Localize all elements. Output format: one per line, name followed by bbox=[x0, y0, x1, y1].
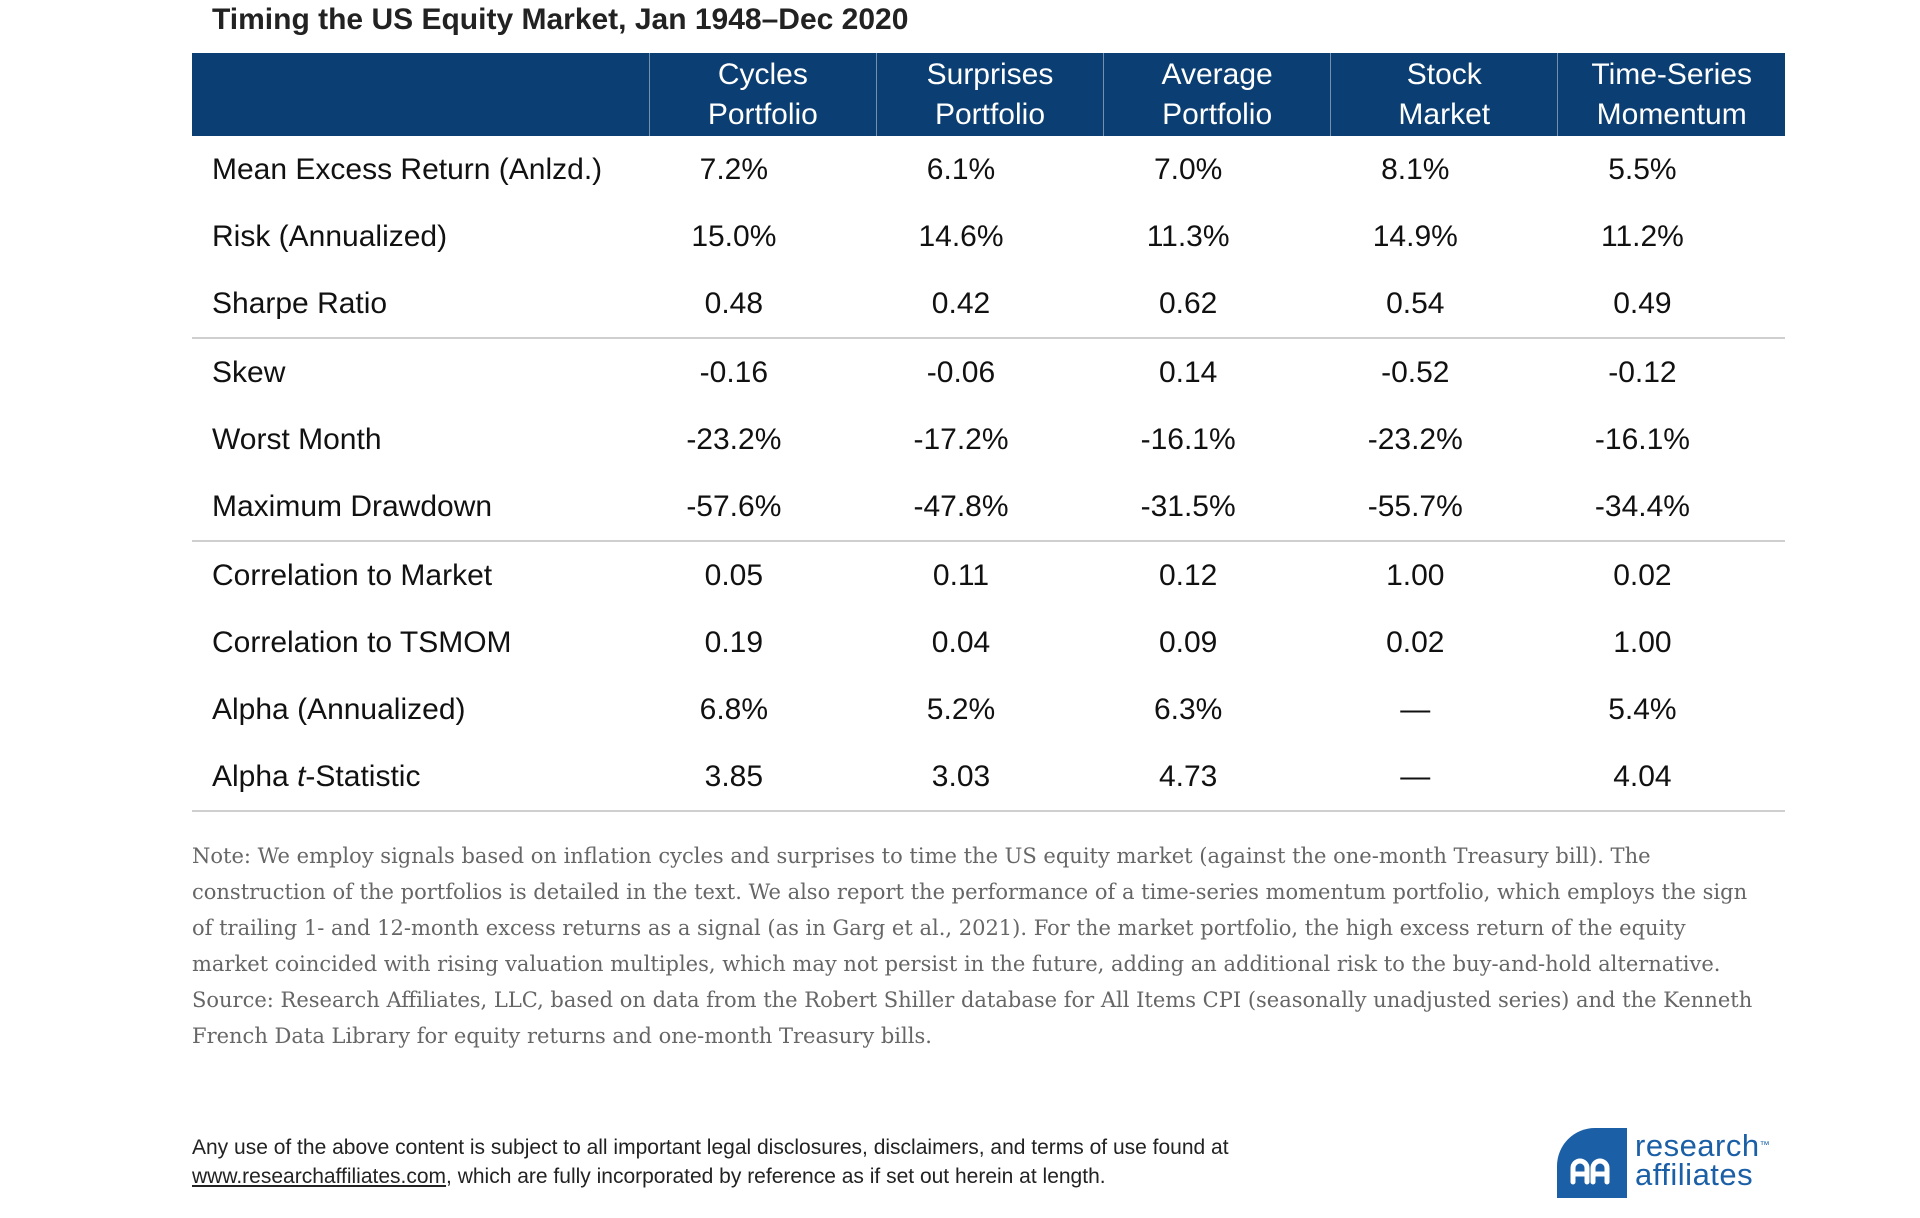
table-cell: -57.6% bbox=[649, 473, 877, 542]
table-row: Skew -0.16 -0.06 0.14 -0.52 -0.12 bbox=[192, 338, 1785, 406]
timing-results-table: Cycles Portfolio Surprises Portfolio Avera… bbox=[192, 53, 1785, 812]
column-header: Surprises Portfolio bbox=[875, 53, 1104, 136]
logo-word-research: research™ bbox=[1635, 1128, 1771, 1163]
table-header-row: Cycles Portfolio Surprises Portfolio Avera… bbox=[192, 53, 1785, 136]
table-cell: — bbox=[1330, 743, 1558, 812]
column-header: Stock Market bbox=[1330, 53, 1558, 136]
table-cell: 3.85 bbox=[649, 743, 877, 812]
table-cell: 5.2% bbox=[926, 692, 996, 726]
table-cell: 4.73 bbox=[1103, 743, 1331, 812]
disclaimer-line: Any use of the above content is subject … bbox=[192, 1136, 1229, 1159]
table-row: Correlation to Market 0.05 0.11 0.12 1.0… bbox=[192, 541, 1785, 609]
row-label: Risk (Annualized) bbox=[212, 219, 448, 253]
disclaimer-line: www.researchaffiliates.com, which are fu… bbox=[192, 1165, 1106, 1188]
table-cell: 0.11 bbox=[932, 558, 990, 592]
table-cell: -23.2% bbox=[1367, 422, 1463, 456]
table-cell: -0.06 bbox=[926, 355, 996, 389]
note-text: Note: We employ signals based on inflati… bbox=[192, 844, 1748, 976]
table-cell: 0.42 bbox=[876, 270, 1104, 339]
table-cell: 1.00 bbox=[1386, 558, 1445, 592]
logo-word-affiliates: affiliates bbox=[1635, 1157, 1754, 1192]
table-cell: 11.3% bbox=[1146, 219, 1230, 253]
table-row: Worst Month -23.2% -17.2% -16.1% -23.2% … bbox=[192, 406, 1785, 473]
table-cell: 0.14 bbox=[1158, 355, 1218, 389]
table-cell: 0.05 bbox=[704, 558, 764, 592]
row-label: Mean Excess Return (Anlzd.) bbox=[212, 152, 603, 186]
header-empty-cell bbox=[192, 53, 649, 136]
table-cell: -16.1% bbox=[1140, 422, 1236, 456]
table-cell: 0.54 bbox=[1330, 270, 1558, 339]
table-cell: 4.04 bbox=[1557, 743, 1785, 812]
table-row: Correlation to TSMOM 0.19 0.04 0.09 0.02… bbox=[192, 609, 1785, 676]
table-row: Maximum Drawdown -57.6% -47.8% -31.5% -5… bbox=[192, 473, 1785, 542]
table-cell: 0.48 bbox=[649, 270, 877, 339]
table-cell: 14.6% bbox=[918, 219, 1004, 253]
table-cell: 0.02 bbox=[1386, 625, 1445, 659]
table-cell: 11.2% bbox=[1601, 219, 1684, 253]
table-cell: 0.02 bbox=[1613, 558, 1672, 592]
table-cell: 6.3% bbox=[1153, 692, 1223, 726]
table-cell: -31.5% bbox=[1103, 473, 1331, 542]
table-cell: 8.1% bbox=[1381, 152, 1450, 186]
table-cell: 5.5% bbox=[1608, 152, 1677, 186]
table-cell: 0.04 bbox=[931, 625, 991, 659]
table-row: Sharpe Ratio 0.48 0.42 0.62 0.54 0.49 bbox=[192, 270, 1785, 339]
source-text: Source: Research Affiliates, LLC, based … bbox=[192, 988, 1753, 1048]
table-cell: — bbox=[1400, 692, 1431, 726]
table-cell: -34.4% bbox=[1557, 473, 1785, 542]
row-label: Alpha (Annualized) bbox=[212, 692, 466, 726]
table-cell: 0.62 bbox=[1103, 270, 1331, 339]
table-cell: -0.52 bbox=[1381, 355, 1450, 389]
research-affiliates-logo: research™ affiliates bbox=[1555, 1122, 1785, 1200]
table-cell: -55.7% bbox=[1330, 473, 1558, 542]
column-header: Average Portfolio bbox=[1103, 53, 1331, 136]
table-cell: 7.0% bbox=[1153, 152, 1223, 186]
logo-mark-icon bbox=[1557, 1128, 1627, 1198]
row-label: Correlation to Market bbox=[212, 558, 493, 592]
table-cell: -0.16 bbox=[699, 355, 769, 389]
table-cell: -0.12 bbox=[1608, 355, 1677, 389]
row-label: Alpha t-Statistic bbox=[192, 743, 650, 812]
table-cell: -47.8% bbox=[876, 473, 1104, 542]
table-cell: 7.2% bbox=[699, 152, 769, 186]
column-header: Time-Series Momentum bbox=[1557, 53, 1785, 136]
table-notes: Note: We employ signals based on inflati… bbox=[192, 838, 1762, 1054]
table-cell: 1.00 bbox=[1613, 625, 1672, 659]
legal-disclaimer: Any use of the above content is subject … bbox=[192, 1133, 1392, 1191]
column-header: Cycles Portfolio bbox=[648, 53, 877, 136]
website-link[interactable]: www.researchaffiliates.com bbox=[192, 1165, 447, 1188]
page-title: Timing the US Equity Market, Jan 1948–De… bbox=[212, 3, 909, 36]
table-cell: 6.8% bbox=[699, 692, 769, 726]
table-row: Alpha t-Statistic 3.85 3.03 4.73 — 4.04 bbox=[192, 743, 1785, 812]
table-cell: 0.19 bbox=[704, 625, 764, 659]
table-cell: 6.1% bbox=[926, 152, 996, 186]
table-cell: 0.09 bbox=[1158, 625, 1218, 659]
table-cell: 14.9% bbox=[1372, 219, 1458, 253]
row-label: Sharpe Ratio bbox=[192, 270, 650, 339]
row-label: Worst Month bbox=[212, 422, 382, 456]
table-cell: 0.12 bbox=[1158, 558, 1218, 592]
table-cell: 15.0% bbox=[691, 219, 777, 253]
table-cell: -17.2% bbox=[913, 422, 1009, 456]
table-cell: 3.03 bbox=[876, 743, 1104, 812]
table-cell: 5.4% bbox=[1608, 692, 1677, 726]
table-row: Mean Excess Return (Anlzd.) 7.2% 6.1% 7.… bbox=[192, 136, 1785, 203]
row-label: Maximum Drawdown bbox=[192, 473, 650, 542]
row-label: Skew bbox=[212, 355, 286, 389]
table-cell: 0.49 bbox=[1557, 270, 1785, 339]
table-cell: -16.1% bbox=[1594, 422, 1690, 456]
row-label: Correlation to TSMOM bbox=[212, 625, 512, 659]
table-row: Alpha (Annualized) 6.8% 5.2% 6.3% — 5.4% bbox=[192, 676, 1785, 743]
table-cell: -23.2% bbox=[686, 422, 782, 456]
table-row: Risk (Annualized) 15.0% 14.6% 11.3% 14.9… bbox=[192, 203, 1785, 270]
